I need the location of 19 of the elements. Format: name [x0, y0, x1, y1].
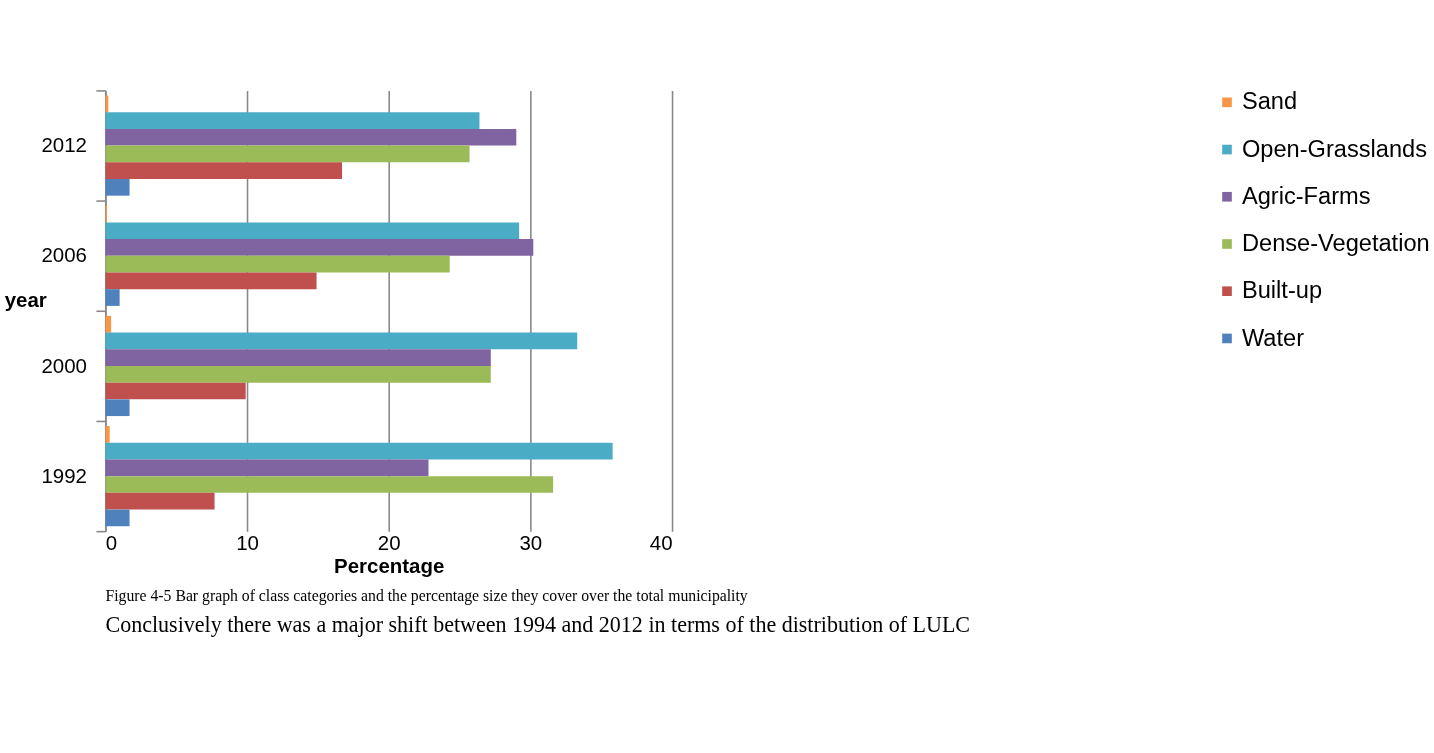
legend-label: Agric-Farms — [1241, 182, 1371, 209]
x-tick-label: 0 — [105, 530, 118, 554]
legend-label: Open-Grasslands — [1241, 135, 1427, 162]
x-tick-label: 20 — [377, 530, 401, 554]
x-axis-title: Percentage — [334, 554, 445, 578]
legend-label: Water — [1241, 324, 1305, 351]
legend-label: Built-up — [1241, 277, 1323, 304]
y-tick-label: 2012 — [41, 133, 87, 157]
y-tick-label: 1992 — [41, 463, 87, 487]
text: Conclusively there was a major shift between 1994 and 2012 in terms of the distribution of LULC — [105, 612, 971, 637]
x-tick-label: 40 — [649, 530, 673, 554]
legend-label: Sand — [1241, 88, 1298, 115]
x-tick-label: 10 — [236, 530, 259, 554]
y-axis-title: year — [4, 288, 47, 312]
y-tick-label: 2006 — [41, 243, 87, 267]
legend-label: Dense-Vegetation — [1241, 230, 1430, 257]
y-tick-label: 2000 — [41, 353, 87, 377]
caption: Figure 4-5 Bar graph of class categories and the percentage size they cover over the total municipality — [105, 586, 748, 605]
x-tick-label: 30 — [519, 530, 543, 554]
